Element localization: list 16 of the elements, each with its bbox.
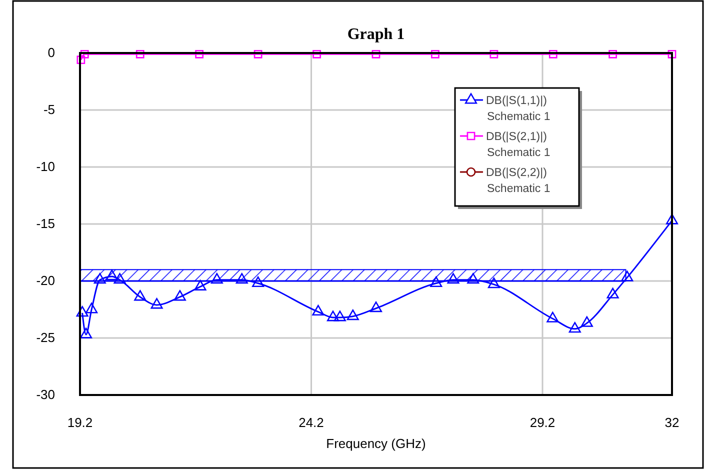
y-tick-label: -20 xyxy=(36,273,55,288)
x-tick-label: 24.2 xyxy=(298,415,324,430)
y-tick-label: 0 xyxy=(48,45,55,60)
x-axis-title: Frequency (GHz) xyxy=(326,436,426,451)
x-tick-label: 32 xyxy=(664,415,680,430)
x-tick-label: 19.2 xyxy=(67,415,93,430)
legend-label: DB(|S(2,2)|) Schematic 1 xyxy=(486,167,550,195)
y-tick-label: -30 xyxy=(36,387,55,402)
y-tick-label: -15 xyxy=(36,216,55,232)
legend-label: DB(|S(2,1)|) Schematic 1 xyxy=(486,131,550,159)
y-tick-label: -10 xyxy=(36,159,55,174)
legend-label: DB(|S(1,1)|) Schematic 1 xyxy=(486,95,550,123)
y-tick-label: -25 xyxy=(36,330,55,346)
chart-title: Graph 1 xyxy=(347,26,405,43)
y-tick-label: -5 xyxy=(43,102,55,118)
x-tick-label: 29.2 xyxy=(530,415,556,430)
